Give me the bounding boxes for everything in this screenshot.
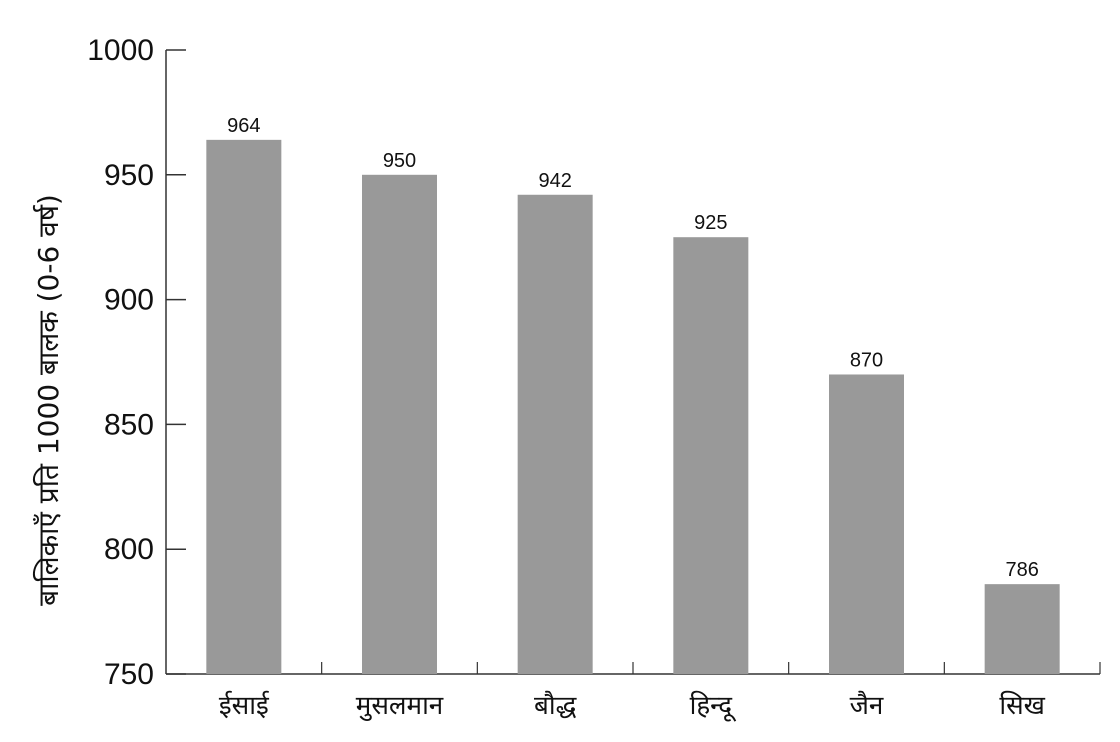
x-tick-label: सिख <box>999 690 1045 721</box>
bar <box>984 584 1060 674</box>
x-tick-label: हिन्दू <box>690 690 737 722</box>
y-tick-label: 850 <box>104 408 154 441</box>
y-tick-label: 900 <box>104 284 154 317</box>
data-label: 786 <box>1005 559 1038 581</box>
data-label: 950 <box>383 150 416 172</box>
bar <box>362 174 437 675</box>
y-tick-label: 800 <box>104 533 154 566</box>
data-label: 942 <box>538 170 571 192</box>
bar <box>673 237 749 674</box>
data-label: 925 <box>694 212 727 234</box>
y-axis-title: बालिकाएँ प्रति 1000 बालक (0-6 वर्ष) <box>32 194 65 606</box>
x-tick-label: जैन <box>850 690 884 721</box>
y-tick-label: 750 <box>104 658 154 691</box>
y-tick-label: 950 <box>104 159 154 192</box>
x-tick-label: मुसलमान <box>356 691 444 721</box>
bar <box>517 194 593 674</box>
x-tick-label: ईसाई <box>219 690 270 721</box>
bar <box>206 139 282 674</box>
bar <box>829 374 904 674</box>
data-label: 870 <box>850 349 883 371</box>
y-tick-label: 1000 <box>87 34 154 67</box>
data-label: 964 <box>227 115 260 137</box>
x-tick-label: बौद्ध <box>534 690 578 721</box>
